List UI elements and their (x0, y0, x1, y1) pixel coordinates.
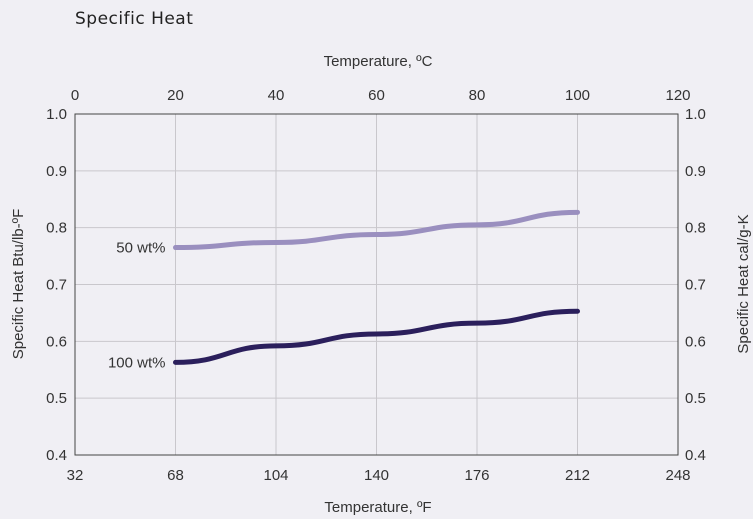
x-bottom-tick-label: 248 (665, 467, 690, 484)
plot-frame (74, 113, 679, 456)
x-top-tick-label: 0 (71, 87, 79, 104)
y-right-tick-label: 0.4 (685, 447, 706, 464)
x-top-tick-label: 80 (469, 87, 486, 104)
series-label-100wt: 100 wt% (108, 354, 166, 371)
y-right-tick-label: 0.8 (685, 220, 706, 237)
x-axis-top-label: Temperature, ºC (324, 53, 433, 70)
y-right-tick-label: 1.0 (685, 106, 706, 123)
y-right-tick-label: 0.7 (685, 277, 706, 294)
y-left-tick-label: 0.6 (46, 333, 67, 350)
y-right-tick-label: 0.5 (685, 390, 706, 407)
series-line-100wt (173, 308, 580, 365)
x-bottom-tick-label: 104 (263, 467, 288, 484)
y-axis-right-label: Specific Heat cal/g-K (735, 214, 752, 353)
x-axis-bottom-label: Temperature, ºF (324, 499, 431, 516)
x-bottom-tick-label: 140 (364, 467, 389, 484)
x-bottom-tick-label: 32 (67, 467, 84, 484)
y-left-tick-label: 0.9 (46, 163, 67, 180)
y-left-tick-label: 0.8 (46, 220, 67, 237)
y-right-tick-label: 0.6 (685, 333, 706, 350)
x-top-tick-label: 20 (167, 87, 184, 104)
page-title: Specific Heat (75, 9, 194, 29)
y-right-tick-label: 0.9 (685, 163, 706, 180)
series-line-50wt (173, 209, 580, 251)
series-lines: 50 wt% 100 wt% (108, 209, 580, 371)
y-left-tick-label: 0.7 (46, 277, 67, 294)
y-axis-left-label: Specific Heat Btu/lb-ºF (10, 209, 27, 360)
y-left-tick-label: 1.0 (46, 106, 67, 123)
series-label-50wt: 50 wt% (116, 240, 165, 257)
x-bottom-tick-label: 68 (167, 467, 184, 484)
x-top-tick-label: 60 (368, 87, 385, 104)
x-bottom-tick-label: 212 (565, 467, 590, 484)
x-top-tick-label: 120 (665, 87, 690, 104)
y-left-tick-label: 0.4 (46, 447, 67, 464)
axis-ticks: 0 32 20 68 40 104 60 140 80 176 100 212 120 248 0.4 0.4… (46, 87, 706, 484)
x-top-tick-label: 40 (268, 87, 285, 104)
x-bottom-tick-label: 176 (464, 467, 489, 484)
y-left-tick-label: 0.5 (46, 390, 67, 407)
x-top-tick-label: 100 (565, 87, 590, 104)
grid (75, 114, 678, 455)
